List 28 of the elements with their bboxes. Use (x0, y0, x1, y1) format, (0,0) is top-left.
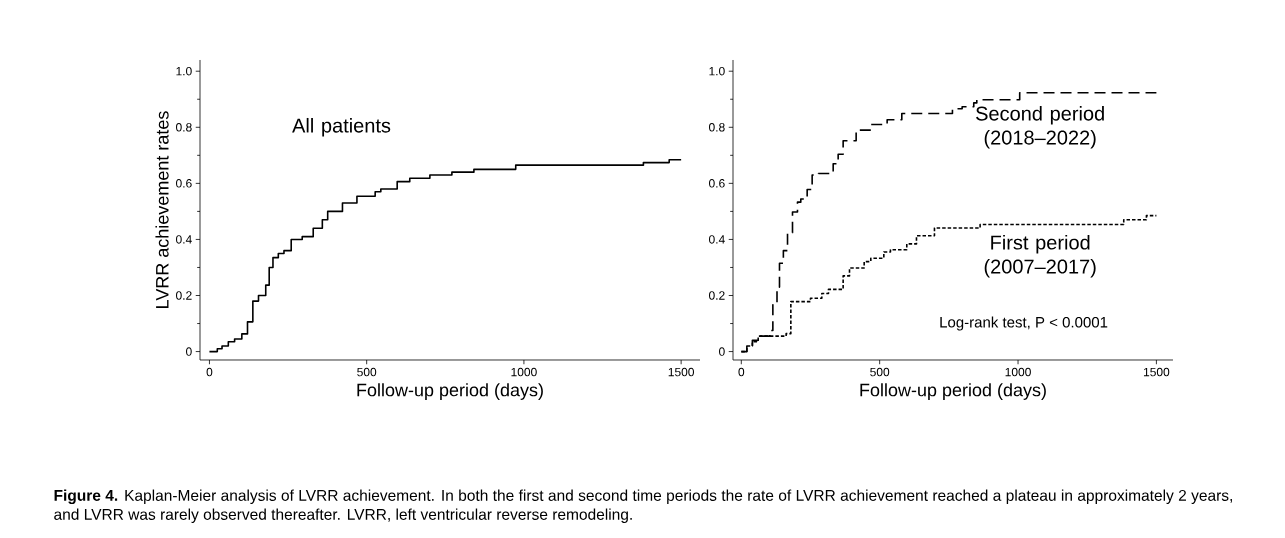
y-tick-label: 0.2 (708, 291, 725, 300)
x-tick-label: 0 (206, 367, 213, 377)
text: Figure 4. Kaplan-Meier analysis of LVRR achievement. In both the first and second time periods the rate of LVRR achievement reached a plateau in approximately 2 years, and LVRR was rarely observed thereafter. LVRR, left ventricular reverse remodeling. (54, 489, 1232, 523)
y-tick-label: 0 (719, 347, 725, 356)
x-tick-label: 1000 (511, 367, 537, 377)
y-tick-label: 0.6 (176, 179, 192, 188)
text: All patients (292, 117, 391, 137)
x-tick-label: 1500 (1143, 367, 1170, 377)
y-tick-label: 0.2 (176, 291, 192, 300)
y-tick-label: 0.4 (176, 235, 192, 244)
y-tick-label: 1.0 (709, 66, 725, 76)
x-tick-label: 500 (870, 367, 890, 377)
y-tick-label: 0.8 (708, 123, 725, 132)
y-tick-label: 0.8 (176, 123, 192, 132)
series-label: First period (2007–2017) (984, 234, 1096, 278)
y-tick-label: 1.0 (176, 66, 192, 76)
x-tick-label: 1000 (1005, 367, 1031, 377)
y-tick-label: 0 (186, 347, 192, 356)
y-axis-title: LVRR achievement rates (155, 111, 169, 308)
annotation: Log-rank test, P < 0.0001 (940, 316, 1108, 331)
x-tick-label: 0 (738, 367, 745, 377)
y-tick-label: 0.4 (708, 235, 725, 244)
x-axis-title: Follow-up period (days) (357, 383, 543, 400)
x-tick-label: 1500 (668, 367, 695, 377)
x-tick-label: 500 (357, 367, 377, 377)
series-label: Second period (2018–2022) (976, 105, 1104, 149)
y-tick-label: 0.6 (708, 179, 725, 188)
x-axis-title: Follow-up period (days) (860, 383, 1046, 400)
